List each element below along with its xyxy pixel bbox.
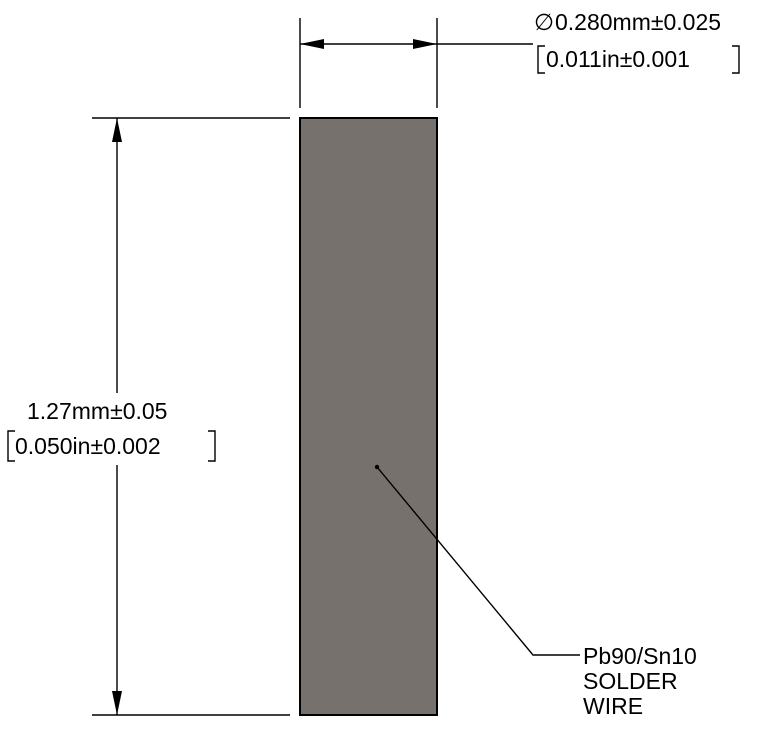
length-dimension: 1.27mm±0.05 0.050in±0.002 <box>7 117 290 716</box>
callout-material-line2: SOLDER <box>583 668 678 694</box>
material-callout: Pb90/Sn10 SOLDER WIRE <box>374 464 697 719</box>
diameter-arrow-right <box>413 39 437 49</box>
diameter-imperial-bracket-left <box>537 45 545 74</box>
solder-wire-body <box>299 117 438 716</box>
diameter-symbol: ∅ <box>534 9 554 35</box>
diameter-metric-value: 0.280mm±0.025 <box>555 9 721 35</box>
diameter-imperial-value: 0.011in±0.001 <box>546 46 690 72</box>
callout-material-line3: WIRE <box>583 693 643 719</box>
length-imperial-value: 0.050in±0.002 <box>15 433 161 459</box>
diameter-arrow-left <box>300 39 324 49</box>
length-arrow-bottom <box>112 691 122 715</box>
callout-leader-line <box>376 466 580 656</box>
length-imperial-bracket-left <box>7 430 15 462</box>
length-metric-value: 1.27mm±0.05 <box>27 398 167 424</box>
diameter-dimension: ∅ 0.280mm±0.025 0.011in±0.001 <box>299 9 740 108</box>
length-arrow-top <box>112 118 122 142</box>
callout-material-line1: Pb90/Sn10 <box>583 643 697 669</box>
length-imperial-bracket-right <box>208 430 216 462</box>
diameter-imperial-bracket-right <box>732 45 740 74</box>
